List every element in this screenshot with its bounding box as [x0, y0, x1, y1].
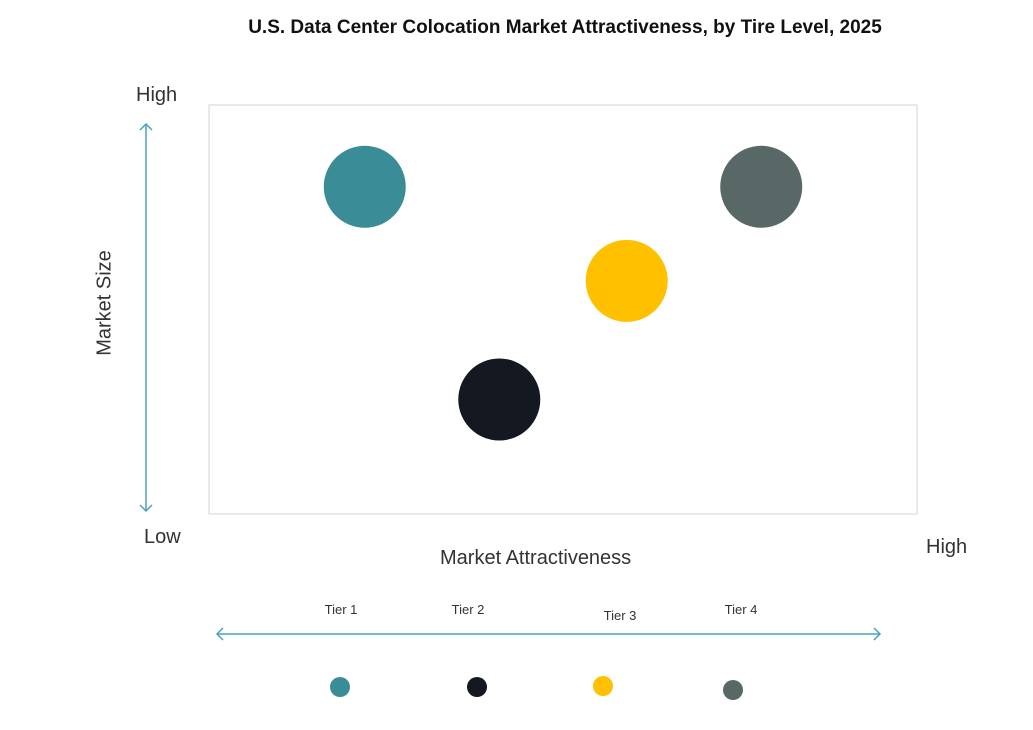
- legend-dot-tier-2: [467, 677, 487, 697]
- legend-label-tier-1: Tier 1: [324, 602, 358, 617]
- chart-title: U.S. Data Center Colocation Market Attra…: [248, 17, 882, 38]
- legend-dot-tier-4: [723, 680, 743, 700]
- legend-label-tier-4: Tier 4: [724, 602, 758, 617]
- bubble-tier-3: [585, 239, 668, 322]
- plot-area: [208, 104, 918, 515]
- y-axis-label: Market Size: [93, 250, 116, 356]
- x-high-label: High: [926, 536, 968, 558]
- y-high-label: High: [136, 84, 178, 106]
- x-low-label: Low: [144, 526, 181, 548]
- legend-label-tier-2: Tier 2: [451, 602, 485, 617]
- x-axis-label: Market Attractiveness: [440, 547, 632, 569]
- bubble-tier-2: [458, 358, 541, 441]
- bubble-tier-4: [720, 145, 803, 228]
- legend-dot-tier-1: [330, 677, 350, 697]
- legend-label-tier-3: Tier 3: [603, 608, 637, 623]
- legend-dot-tier-3: [593, 676, 613, 696]
- bubble-tier-1: [323, 145, 406, 228]
